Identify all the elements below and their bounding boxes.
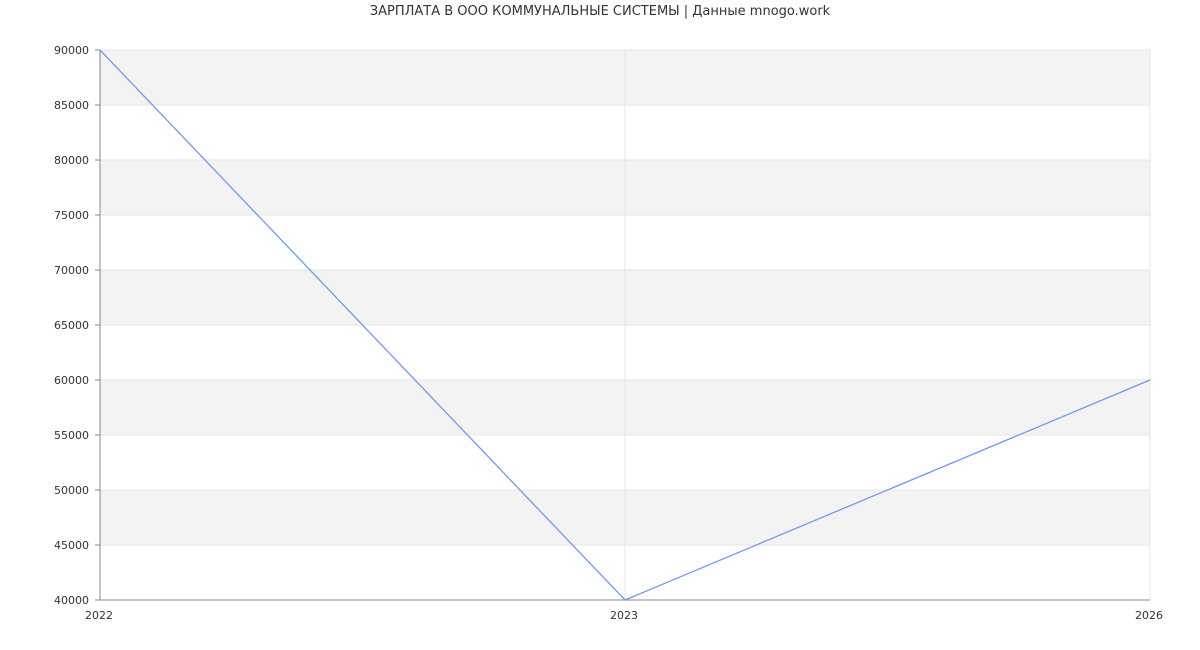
- y-tick-label: 85000: [54, 99, 89, 112]
- chart-title: ЗАРПЛАТА В ООО КОММУНАЛЬНЫЕ СИСТЕМЫ | Да…: [369, 4, 831, 19]
- y-tick-label: 50000: [54, 484, 89, 497]
- y-tick-label: 75000: [54, 209, 89, 222]
- x-tick-label: 2026: [1135, 609, 1163, 622]
- y-tick-label: 40000: [54, 594, 89, 607]
- y-tick-label: 55000: [54, 429, 89, 442]
- y-tick-label: 80000: [54, 154, 89, 167]
- x-tick-label: 2022: [85, 609, 113, 622]
- x-tick-label: 2023: [610, 609, 638, 622]
- y-tick-label: 70000: [54, 264, 89, 277]
- y-tick-label: 60000: [54, 374, 89, 387]
- y-tick-label: 90000: [54, 44, 89, 57]
- y-tick-label: 65000: [54, 319, 89, 332]
- series-line: [99, 49, 1151, 601]
- y-tick-label: 45000: [54, 539, 89, 552]
